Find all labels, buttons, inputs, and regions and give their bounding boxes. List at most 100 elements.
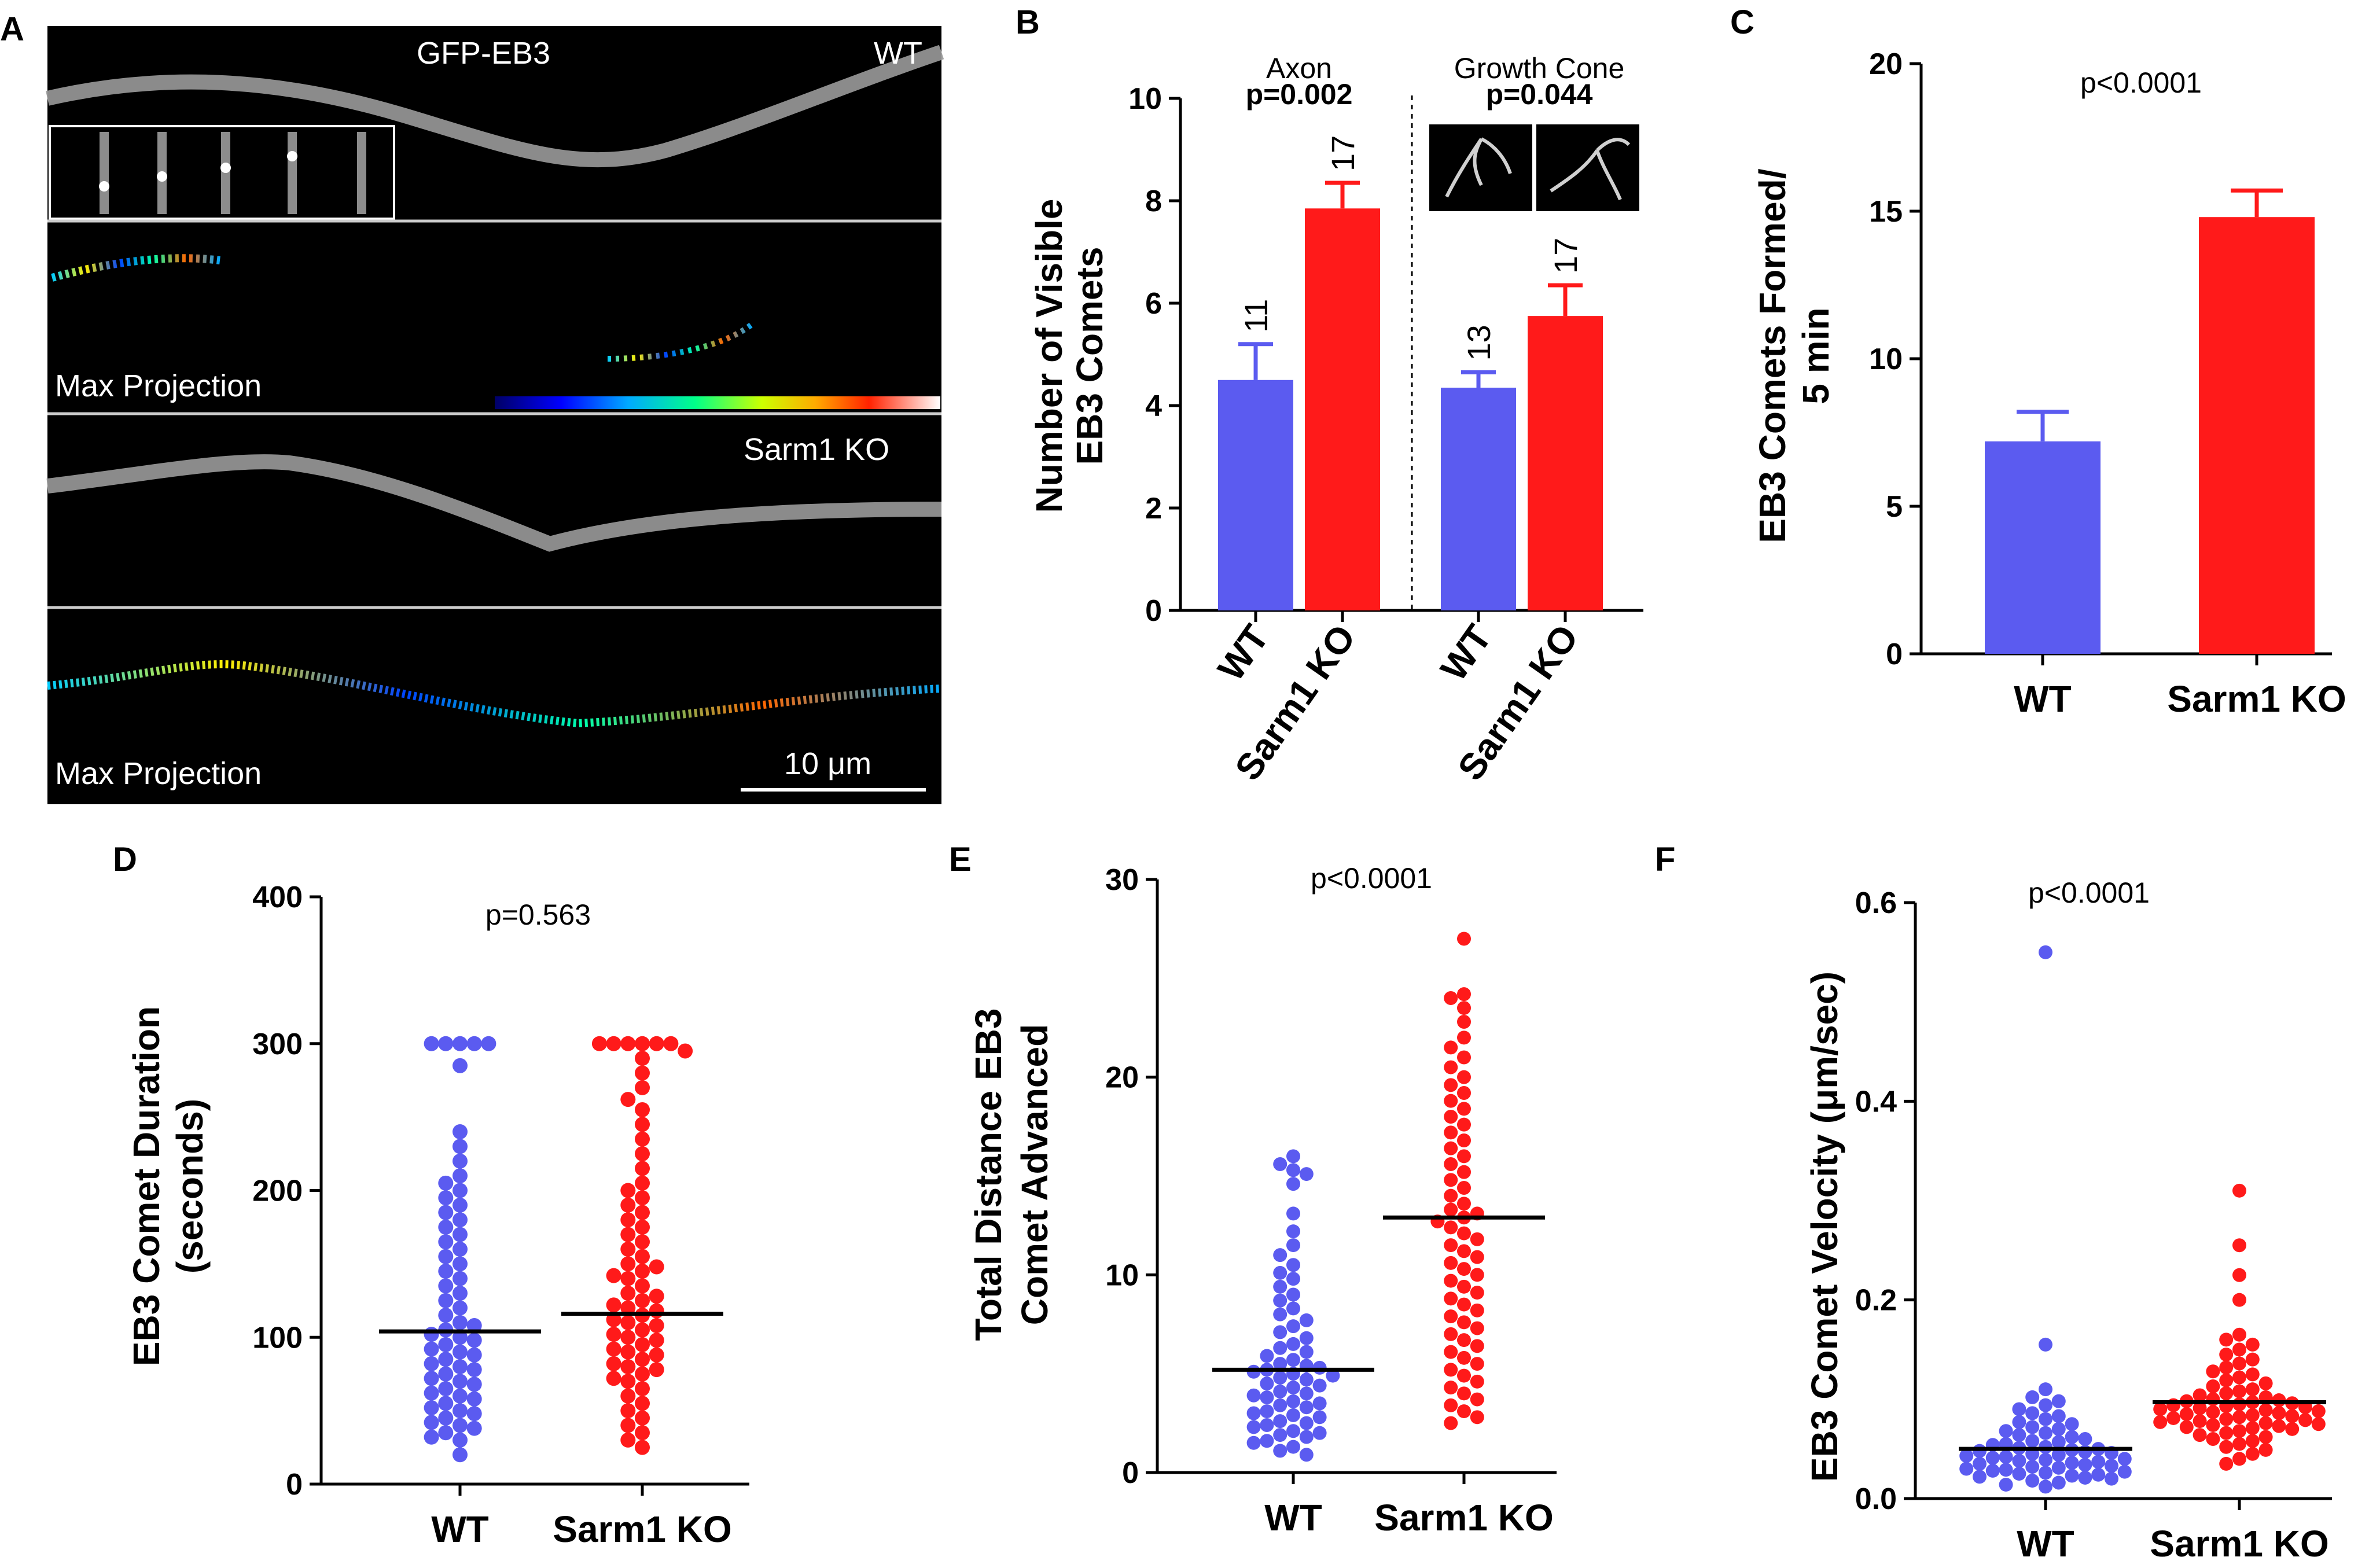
bar-wt [1218,380,1293,610]
data-point [1470,1339,1484,1353]
data-point [1444,1363,1458,1377]
category-label: WT [1264,1497,1322,1538]
panel-b: B Number of Visible EB3 Comets 0 2 4 6 8 10 1… [1016,3,1643,788]
scale-bar-label: 10 μm [784,746,871,781]
data-point [1457,1181,1471,1195]
data-point [2219,1426,2234,1440]
data-point [466,1333,482,1348]
data-point [2219,1348,2234,1362]
data-point [1286,1149,1300,1164]
bar-wt [1441,388,1516,610]
data-point [453,1256,468,1272]
data-point [635,1219,650,1235]
data-point [438,1036,454,1051]
wt-axon-path [46,45,944,168]
data-point [1444,1273,1458,1288]
y-tick-label: 0.0 [1855,1482,1897,1516]
panel-letter-b: B [1016,3,1040,41]
data-point [620,1197,636,1213]
y-axis: 0 5 10 15 20 [1869,47,2332,671]
group-p-axon: p=0.002 [1246,78,1353,111]
category-label: WT [1432,617,1499,689]
data-point [2245,1434,2260,1448]
y-tick-label: 400 [252,881,303,914]
data-point [1299,1386,1314,1401]
data-point [649,1036,664,1051]
data-point [1457,1315,1471,1330]
data-point [1444,1094,1458,1108]
data-point [453,1403,468,1419]
data-point [481,1036,496,1051]
data-point [2193,1414,2207,1429]
data-point [620,1256,636,1272]
data-point [1444,1040,1458,1055]
category-label: Sarm1 KO [553,1508,731,1550]
data-point [2232,1437,2246,1451]
data-point [438,1425,454,1441]
color-scale-bar [495,396,940,409]
data-point [1457,1404,1471,1419]
data-point [438,1264,454,1279]
y-axis-label-line1: EB3 Comets Formed/ [1752,168,1793,543]
data-point [1444,1125,1458,1140]
data-point [2258,1403,2273,1418]
data-point [1470,1374,1484,1389]
data-point [1470,1232,1484,1246]
data-point [620,1300,636,1316]
n-label: 11 [1238,299,1274,333]
data-point [1457,1001,1471,1015]
p-value: p<0.0001 [2028,877,2150,909]
data-point [2311,1417,2326,1431]
data-point [1273,1341,1288,1355]
data-point [1246,1388,1261,1403]
data-point [635,1322,650,1338]
data-point [2219,1386,2234,1401]
category-label: WT [431,1508,489,1550]
data-point [2051,1394,2066,1408]
data-point [2219,1440,2234,1454]
data-point [1457,932,1471,946]
data-point [635,1425,650,1441]
data-point [2245,1337,2260,1352]
data-point [1457,1030,1471,1045]
group-p-growth-cone: p=0.044 [1486,78,1593,111]
data-point [635,1102,650,1117]
data-point [424,1415,439,1430]
data-point [1985,1463,2000,1478]
category-label: WT [1209,617,1277,689]
n-label: 13 [1461,325,1497,360]
data-point [1273,1293,1288,1308]
data-point [2232,1356,2246,1371]
data-point [620,1183,636,1198]
data-point [2232,1293,2246,1307]
data-point [1299,1345,1314,1359]
y-tick-label: 0 [1122,1456,1139,1490]
data-point [466,1317,482,1333]
data-point [635,1337,650,1352]
data-point [1273,1357,1288,1371]
data-point [606,1341,621,1357]
data-point [2206,1418,2220,1432]
data-point [2051,1435,2066,1449]
data-point [635,1366,650,1382]
data-point [1260,1349,1274,1363]
y-axis-label-line1: Number of Visible [1028,199,1070,513]
data-point [2285,1422,2300,1436]
data-point [2039,1466,2052,1480]
panel-letter-d: D [113,841,137,878]
data-point [453,1242,468,1257]
data-point [620,1344,636,1360]
data-point [1444,1188,1458,1203]
data-point [2091,1467,2106,1482]
data-point [2245,1382,2260,1397]
data-point [635,1234,650,1250]
data-point [424,1385,439,1401]
data-point [1326,1368,1340,1383]
data-point [2298,1413,2312,1427]
data-point [1286,1206,1300,1221]
panel-a: A GFP-EB3 WT Max Projection [0,10,944,804]
data-point [1999,1463,2013,1477]
panel-e: E Total Distance EB3 Comet Advanced p<0.… [949,841,1557,1538]
data-point [2039,1337,2052,1352]
data-point [649,1303,664,1319]
